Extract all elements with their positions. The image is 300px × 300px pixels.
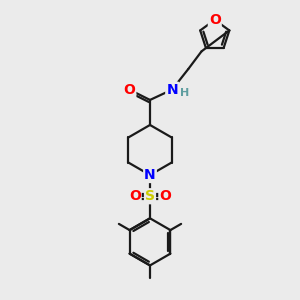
Text: S: S (145, 189, 155, 203)
Text: H: H (180, 88, 190, 98)
Text: O: O (124, 82, 135, 97)
Text: O: O (209, 13, 221, 27)
Text: N: N (166, 82, 178, 97)
Text: N: N (144, 168, 156, 182)
Text: O: O (159, 189, 171, 203)
Text: O: O (129, 189, 141, 203)
